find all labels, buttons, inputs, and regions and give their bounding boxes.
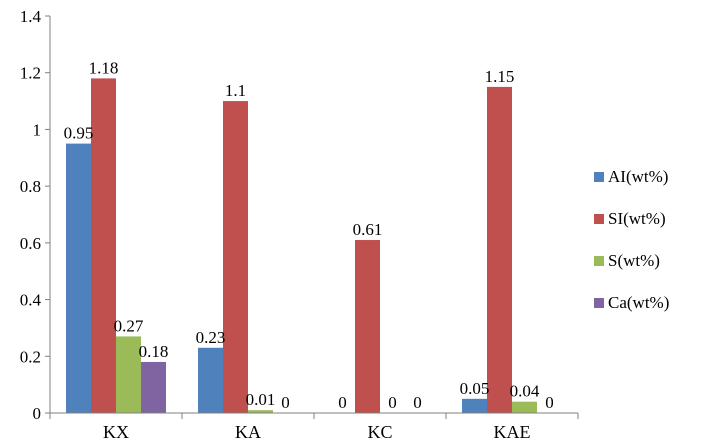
bar-ka-1 xyxy=(223,101,248,414)
data-label: 0 xyxy=(545,393,554,412)
data-label: 1.18 xyxy=(89,58,119,77)
data-label: 0.05 xyxy=(460,379,490,398)
data-label: 0 xyxy=(388,393,397,412)
y-tick-label: 0.6 xyxy=(20,234,41,253)
legend: AI(wt%) SI(wt%) S(wt%) Ca(wt%) xyxy=(594,167,669,312)
y-tick-label: 0.4 xyxy=(20,291,42,310)
legend-swatch xyxy=(594,172,604,182)
y-tick-label: 0.2 xyxy=(20,347,41,366)
legend-label: AI(wt%) xyxy=(608,167,668,186)
x-category-label: KAE xyxy=(494,422,531,442)
data-label: 0 xyxy=(338,393,347,412)
y-tick-label: 0.8 xyxy=(20,177,41,196)
data-label: 0.04 xyxy=(510,382,540,401)
bar-kae-2 xyxy=(512,401,537,413)
y-axis: 0 0.2 0.4 0.6 0.8 1 1.2 1.4 xyxy=(20,7,51,423)
data-label: 0 xyxy=(413,393,422,412)
data-label: 1.15 xyxy=(485,67,515,86)
bar-kc-1 xyxy=(355,240,380,413)
bars xyxy=(66,78,537,414)
x-category-label: KX xyxy=(103,422,129,442)
legend-swatch xyxy=(594,256,604,266)
x-category-label: KA xyxy=(235,422,261,442)
bar-kx-3 xyxy=(141,361,166,413)
data-label: 0.01 xyxy=(246,390,276,409)
bar-kx-2 xyxy=(116,336,141,413)
bar-ka-2 xyxy=(248,410,273,413)
legend-label: Ca(wt%) xyxy=(608,293,669,312)
y-tick-label: 0 xyxy=(33,404,42,423)
x-axis: KX KA KC KAE xyxy=(49,412,579,442)
data-label: 0.27 xyxy=(114,316,144,335)
data-label: 0.61 xyxy=(353,220,383,239)
y-tick-label: 1 xyxy=(33,120,42,139)
data-label: 0.95 xyxy=(64,124,94,143)
y-tick-label: 1.4 xyxy=(20,7,42,26)
data-label: 0.23 xyxy=(196,328,226,347)
bar-kx-1 xyxy=(91,78,116,413)
data-label: 0 xyxy=(281,393,290,412)
bar-kx-0 xyxy=(66,143,91,413)
legend-swatch xyxy=(594,214,604,224)
legend-label: SI(wt%) xyxy=(608,209,666,228)
legend-swatch xyxy=(594,298,604,308)
data-labels: 0.95 0.23 0 0.05 1.18 1.1 0.61 1.15 0.27 0.01 0 0.0… xyxy=(64,58,554,412)
bar-kae-1 xyxy=(487,86,512,414)
x-category-label: KC xyxy=(367,422,392,442)
legend-label: S(wt%) xyxy=(608,251,660,270)
y-tick-label: 1.2 xyxy=(20,64,41,83)
data-label: 0.18 xyxy=(139,342,169,361)
bar-kae-0 xyxy=(462,398,487,413)
bar-ka-0 xyxy=(198,347,223,413)
data-label: 1.1 xyxy=(225,81,246,100)
